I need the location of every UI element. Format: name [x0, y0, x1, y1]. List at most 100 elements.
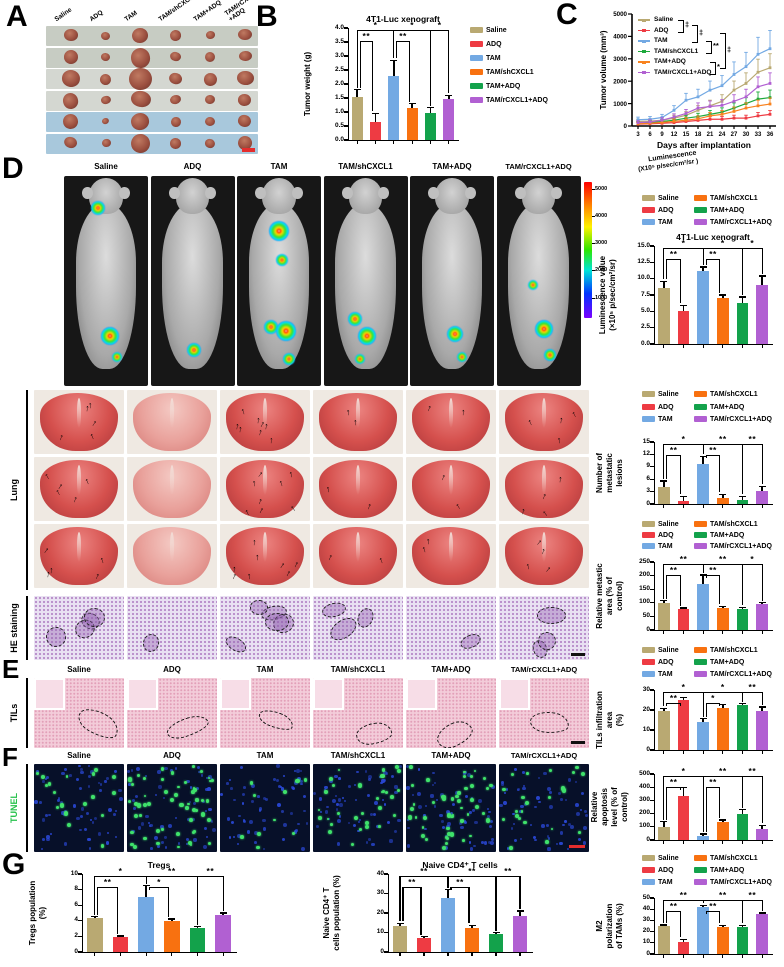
y-tick-label: 0.5 — [334, 121, 344, 129]
lung-photo-TAM/shCXCL1: ↑ ↑ — [313, 457, 403, 521]
dapi-nucleus — [383, 803, 387, 806]
dapi-nucleus — [90, 818, 93, 821]
mouse-body — [162, 203, 223, 370]
dapi-nucleus — [45, 837, 50, 842]
tumor-photo — [205, 30, 216, 40]
dapi-nucleus — [297, 822, 300, 826]
dapi-nucleus — [276, 764, 280, 768]
y-tick-label: 4 — [74, 916, 78, 924]
tunel-positive-cell — [422, 815, 428, 821]
x-tick — [682, 504, 685, 508]
tunel-positive-cell — [451, 813, 455, 817]
bar-ADQ — [677, 795, 690, 840]
sig-bracket — [666, 455, 681, 457]
sig-label: ** — [456, 877, 464, 887]
y-tick-label: 10 — [642, 725, 650, 733]
panel-a-column-label: TAM/shCXCL1 — [157, 0, 199, 24]
dapi-nucleus — [433, 805, 437, 808]
chart-naive_cd4: Naive CD4⁺ T cells Naive CD4⁺ T cells pop… — [316, 858, 576, 966]
y-tick — [344, 97, 348, 99]
x-tick — [702, 504, 704, 508]
dapi-nucleus — [91, 821, 95, 825]
dapi-nucleus — [229, 778, 232, 782]
y-tick — [650, 343, 654, 345]
sig-bracket — [720, 33, 726, 69]
tunel-positive-cell — [93, 768, 98, 772]
dapi-nucleus — [501, 783, 504, 786]
dapi-nucleus — [459, 821, 463, 825]
sig-bracket — [420, 887, 422, 935]
colorbar-tick-label: 2000 — [595, 267, 608, 274]
sig-bracket — [146, 876, 198, 878]
y-tick-label: 100 — [639, 598, 650, 606]
legend-met-lesions: Saline ADQ TAM TAM/shCXCL1 TAM+ADQ TAM/rCXCL1… — [642, 390, 784, 430]
tunel-positive-cell — [446, 837, 450, 841]
x-tick — [682, 344, 685, 348]
tils-column-label: TAM/shCXCL1 — [330, 665, 386, 674]
sig-bracket — [702, 444, 704, 455]
tunel-positive-cell — [547, 795, 551, 799]
legend-swatch-Saline — [470, 27, 483, 33]
legend-swatch-TAM — [642, 671, 655, 677]
mouse-bioluminescence-image-Saline — [64, 176, 148, 386]
x-tick — [741, 504, 744, 508]
bar-ADQ — [677, 609, 690, 630]
sig-bracket — [402, 887, 404, 922]
sig-bracket — [360, 41, 373, 43]
legend-marker — [642, 18, 646, 22]
bar-TAM/rCXCL1+ADQ — [756, 710, 769, 750]
x-tick — [761, 840, 763, 844]
tunel-column-label: Saline — [67, 751, 91, 760]
legend-swatch-Saline — [642, 647, 655, 653]
dapi-nucleus — [534, 838, 537, 842]
lung-cleft — [262, 464, 268, 495]
dapi-nucleus — [549, 791, 552, 795]
y-tick-label: 6 — [74, 900, 78, 908]
dapi-nucleus — [393, 829, 398, 834]
error-bar — [741, 496, 744, 501]
sig-label: ** — [168, 866, 176, 876]
dapi-nucleus — [145, 774, 148, 778]
dapi-nucleus — [90, 769, 94, 774]
bar-TAM/shCXCL1 — [464, 927, 480, 952]
lung-cleft — [355, 464, 361, 495]
sig-bracket — [666, 911, 681, 913]
dapi-nucleus — [127, 783, 131, 786]
dapi-nucleus — [289, 812, 293, 815]
sig-label: ** — [748, 682, 757, 692]
sig-label: * — [681, 238, 686, 248]
tunel-positive-cell — [353, 815, 358, 821]
inset-magnification — [499, 678, 530, 710]
legend-marker — [642, 29, 646, 33]
error-bar — [741, 703, 744, 706]
sig-bracket — [496, 876, 520, 878]
dapi-nucleus — [424, 804, 428, 807]
y-tick-label: 15 — [642, 437, 650, 445]
dapi-nucleus — [382, 798, 385, 802]
mouse-ear — [205, 186, 216, 200]
sig-label: ** — [362, 31, 371, 41]
error-bar-cap — [699, 574, 707, 576]
error-bar-cap — [719, 819, 727, 821]
tumor-photo — [204, 52, 216, 63]
lung-tissue — [319, 460, 397, 518]
luminescence-spot — [269, 220, 289, 241]
dapi-nucleus — [579, 808, 582, 811]
sig-label: ** — [719, 434, 727, 444]
legend-label: TAM — [486, 55, 501, 62]
tunel-positive-cell — [199, 770, 203, 774]
dapi-nucleus — [192, 817, 196, 821]
legend-label: TAM — [658, 879, 673, 886]
y-tick — [344, 111, 348, 113]
error-bar-cap — [468, 924, 476, 927]
sig-bracket — [741, 564, 744, 606]
error-bar — [447, 889, 449, 899]
dapi-nucleus — [366, 841, 369, 844]
dapi-nucleus — [499, 804, 503, 808]
legend-label: ADQ — [486, 41, 502, 48]
sig-bracket — [702, 692, 704, 717]
tils-divider-line — [26, 678, 28, 748]
tunel-positive-cell — [426, 777, 430, 782]
tunel-positive-cell — [169, 797, 174, 803]
error-bar-cap — [699, 455, 707, 458]
